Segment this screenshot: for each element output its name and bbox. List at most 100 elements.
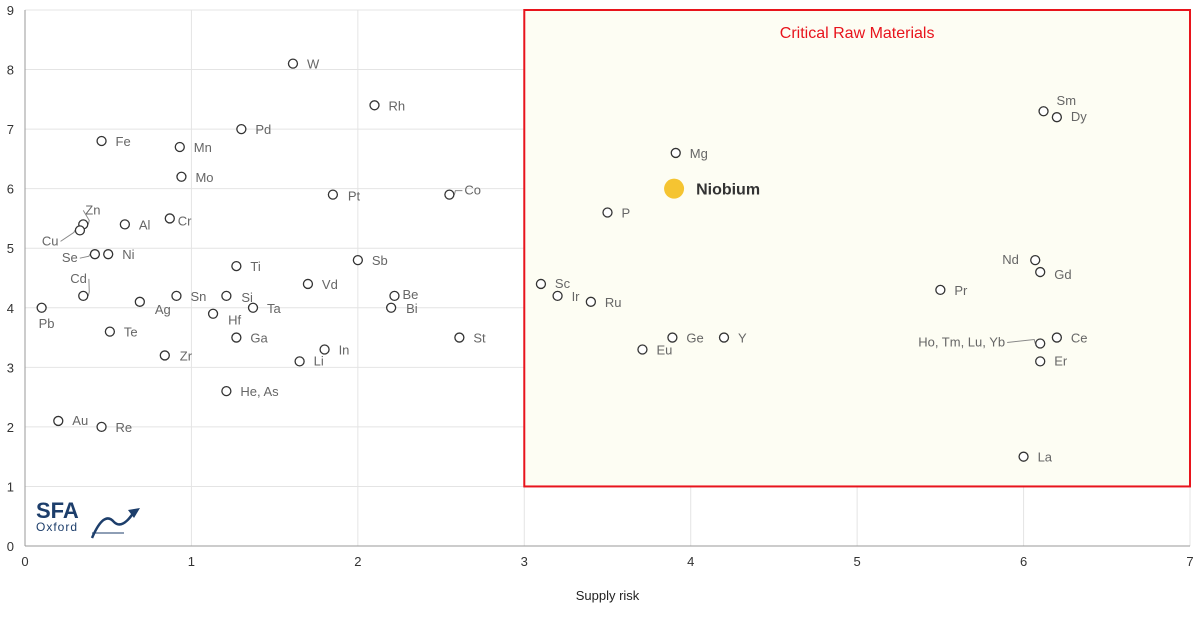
point-label-li: Li (314, 353, 324, 368)
point-label-zn: Zn (85, 202, 100, 217)
point-label-sb: Sb (372, 253, 388, 268)
point-si (221, 290, 232, 302)
point-pd (236, 123, 247, 135)
point-label-re: Re (116, 420, 133, 435)
point-co (444, 189, 455, 200)
point-in (319, 344, 330, 355)
point-fe (96, 135, 107, 147)
point-label-he-as: He, As (240, 384, 279, 399)
point-pr (935, 284, 946, 296)
point-label-rh: Rh (389, 98, 406, 113)
point-ti (231, 260, 242, 272)
point-label-sm: Sm (1057, 93, 1077, 108)
point-hf (207, 308, 219, 319)
y-tick-label-5: 5 (7, 241, 14, 256)
point-sb (352, 254, 364, 266)
point-label-er: Er (1054, 353, 1068, 368)
critical-region (523, 9, 1191, 488)
logo-arrow-icon (90, 511, 136, 539)
point-label-sc: Sc (555, 276, 571, 291)
point-sm (1038, 106, 1049, 117)
point-ce (1051, 332, 1063, 343)
logo-wordmark: SFA (36, 498, 79, 523)
point-be (389, 290, 400, 302)
x-tick-label-7: 7 (1186, 554, 1193, 569)
data-points (36, 58, 1063, 462)
x-axis-title: Supply risk (576, 588, 640, 603)
point-ag (134, 296, 145, 307)
highlight-label-niobium: Niobium (696, 182, 760, 199)
point-label-eu: Eu (656, 342, 672, 357)
sfa-oxford-logo: SFA Oxford (36, 498, 140, 539)
point-dy (1051, 112, 1063, 123)
point-label-pb: Pb (39, 316, 55, 331)
point-zr (159, 350, 170, 361)
point-rh (369, 100, 380, 111)
y-tick-label-3: 3 (7, 360, 14, 375)
point-label-ta: Ta (267, 301, 282, 316)
point-y (718, 332, 730, 343)
critical-region-label: Critical Raw Materials (780, 25, 935, 42)
point-label-ho-tm-lu-yb: Ho, Tm, Lu, Yb (918, 335, 1005, 350)
point-he-as (221, 386, 232, 397)
x-tick-label-3: 3 (521, 554, 528, 569)
point-se (89, 249, 101, 260)
point-te (104, 326, 116, 337)
point-label-cr: Cr (178, 213, 192, 228)
point-ni (103, 249, 114, 260)
y-tick-label-2: 2 (7, 420, 14, 435)
point-label-co: Co (464, 183, 481, 198)
point-label-si: Si (241, 290, 253, 305)
point-li (294, 356, 305, 367)
point-label-y: Y (738, 331, 747, 346)
point-label-te: Te (124, 325, 138, 340)
point-ru (585, 296, 597, 307)
highlight-point-niobium (664, 178, 685, 199)
point-au (53, 415, 64, 427)
point-label-cu: Cu (42, 233, 59, 248)
logo-arrowhead-icon (128, 508, 140, 518)
point-label-au: Au (72, 413, 88, 428)
point-label-p: P (622, 205, 631, 220)
leader-cd (87, 278, 90, 296)
point-label-ge: Ge (686, 331, 703, 346)
point-ho-tm-lu-yb (1035, 338, 1046, 349)
point-cd (78, 290, 89, 302)
point-pt (327, 189, 339, 200)
point-label-in: In (339, 342, 350, 357)
point-label-se: Se (62, 250, 78, 265)
point-label-mo: Mo (195, 170, 213, 185)
x-tick-label-1: 1 (188, 554, 195, 569)
x-tick-label-6: 6 (1020, 554, 1027, 569)
point-w (287, 58, 299, 69)
x-tick-label-2: 2 (354, 554, 361, 569)
point-label-st: St (473, 331, 486, 346)
point-pb (36, 302, 47, 313)
y-tick-label-9: 9 (7, 3, 14, 18)
point-st (454, 332, 465, 343)
point-label-ir: Ir (572, 289, 581, 304)
point-label-ag: Ag (155, 302, 171, 317)
point-label-nd: Nd (1002, 252, 1019, 267)
y-tick-label-4: 4 (7, 301, 14, 316)
point-sc (535, 278, 547, 290)
point-label-mg: Mg (690, 146, 708, 161)
point-re (96, 421, 107, 433)
point-cr (164, 213, 175, 224)
leader-se (79, 253, 91, 259)
point-label-ce: Ce (1071, 331, 1088, 346)
point-p (602, 207, 613, 218)
point-label-al: Al (139, 217, 151, 232)
y-tick-label-1: 1 (7, 479, 14, 494)
point-label-hf: Hf (228, 313, 241, 328)
x-tick-label-0: 0 (21, 554, 28, 569)
point-ir (552, 290, 563, 302)
point-label-ru: Ru (605, 295, 622, 310)
point-label-pr: Pr (954, 283, 968, 298)
leader-co (453, 190, 463, 195)
axes (24, 10, 1190, 547)
y-tick-label-6: 6 (7, 182, 14, 197)
point-al (119, 219, 131, 230)
